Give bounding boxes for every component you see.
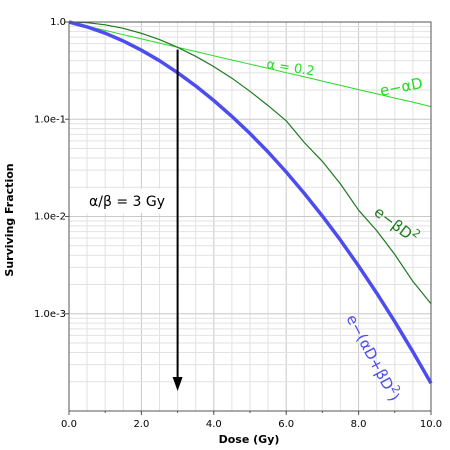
grid-lines [68, 22, 432, 412]
survival-curves [68, 20, 433, 385]
x-tick-label: 0.0 [61, 419, 77, 430]
ratio-label-background [82, 189, 182, 213]
y-tick-label: 1.0e-2 [34, 212, 66, 223]
x-tick-label: 2.0 [133, 419, 149, 430]
alpha-value-label: α = 0.2 [265, 57, 315, 79]
linear-survival-curve [68, 21, 432, 108]
y-tick-label: 1.0e-1 [34, 114, 66, 125]
axis-ticks: 0.0 2.0 4.0 6.0 8.0 10.0 1.0 1.0e-1 1.0e-2 1.0e-3 [34, 17, 442, 430]
x-tick-label: 6.0 [278, 419, 294, 430]
combined-survival-curve [68, 20, 433, 385]
quadratic-term-base: e−βD [371, 203, 416, 243]
x-axis-title: Dose (Gy) [219, 433, 280, 446]
linear-term-label: e−αD [378, 74, 424, 100]
ratio-label: α/β = 3 Gy [89, 194, 165, 210]
y-axis-title: Surviving Fraction [3, 163, 16, 276]
y-tick-label: 1.0 [50, 17, 66, 28]
quadratic-term-label: e−βD2 [371, 200, 424, 247]
quadratic-survival-curve [68, 21, 432, 305]
x-tick-label: 8.0 [351, 419, 367, 430]
x-tick-label: 10.0 [420, 419, 442, 430]
y-tick-label: 1.0e-3 [34, 309, 66, 320]
x-tick-label: 4.0 [206, 419, 222, 430]
ratio-arrow-head [172, 377, 183, 391]
